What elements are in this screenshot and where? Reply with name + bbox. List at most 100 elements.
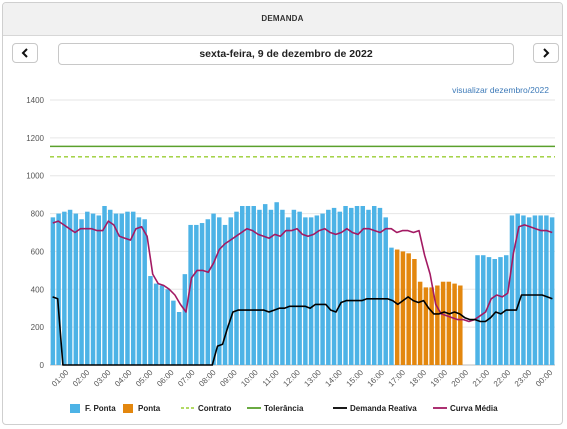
bar-fora-ponta — [90, 213, 96, 365]
bar-ponta — [446, 281, 452, 365]
bar-fora-ponta — [383, 217, 388, 365]
x-tick-label: 12:00 — [281, 368, 302, 389]
legend-label: Ponta — [138, 404, 161, 413]
y-tick-label: 1200 — [26, 134, 44, 143]
x-tick-label: 09:00 — [218, 368, 239, 389]
legend-swatch — [70, 404, 80, 413]
x-tick-label: 23:00 — [513, 368, 534, 389]
x-tick-label: 08:00 — [197, 368, 218, 389]
bar-fora-ponta — [337, 211, 343, 365]
bar-fora-ponta — [486, 257, 492, 365]
bar-ponta — [417, 281, 423, 365]
x-tick-label: 18:00 — [408, 368, 429, 389]
x-tick-label: 16:00 — [366, 368, 387, 389]
bar-fora-ponta — [274, 202, 279, 365]
bar-fora-ponta — [515, 213, 520, 365]
bar-fora-ponta — [544, 215, 549, 365]
x-tick-label: 11:00 — [261, 368, 281, 388]
bar-fora-ponta — [314, 215, 320, 365]
y-tick-label: 800 — [31, 210, 45, 219]
view-month-link[interactable]: visualizar dezembro/2022 — [452, 85, 549, 95]
x-tick-label: 00:00 — [534, 368, 555, 389]
bar-fora-ponta — [366, 209, 371, 365]
bar-fora-ponta — [251, 206, 256, 365]
bar-fora-ponta — [498, 257, 503, 365]
bar-fora-ponta — [538, 215, 543, 365]
bar-fora-ponta — [56, 213, 61, 365]
bar-ponta — [412, 259, 417, 365]
bar-fora-ponta — [549, 217, 555, 365]
x-tick-label: 13:00 — [302, 368, 323, 389]
bar-fora-ponta — [326, 209, 331, 365]
bar-fora-ponta — [509, 215, 515, 365]
next-day-button[interactable] — [533, 43, 559, 63]
bar-fora-ponta — [171, 300, 176, 365]
bar-ponta — [423, 287, 429, 365]
bar-ponta — [394, 249, 400, 365]
bar-fora-ponta — [125, 211, 130, 365]
legend-label: F. Ponta — [85, 404, 116, 413]
x-tick-label: 01:00 — [50, 368, 71, 389]
x-tick-label: 05:00 — [134, 368, 155, 389]
legend-label: Contrato — [198, 404, 231, 413]
bar-fora-ponta — [257, 209, 262, 365]
x-tick-label: 07:00 — [176, 368, 197, 389]
previous-day-button[interactable] — [12, 43, 38, 63]
bar-ponta — [440, 281, 446, 365]
bar-ponta — [429, 287, 434, 365]
bar-fora-ponta — [291, 209, 297, 365]
bar-fora-ponta — [521, 215, 526, 365]
bar-ponta — [458, 285, 463, 365]
bar-fora-ponta — [113, 213, 119, 365]
bar-fora-ponta — [73, 213, 79, 365]
bar-fora-ponta — [481, 255, 486, 365]
x-tick-label: 14:00 — [323, 368, 344, 389]
demand-panel: DEMANDA sexta-feira, 9 de dezembro de 20… — [2, 2, 563, 425]
bar-fora-ponta — [280, 209, 285, 365]
bar-fora-ponta — [153, 283, 159, 365]
bar-fora-ponta — [130, 211, 136, 365]
bar-fora-ponta — [79, 219, 84, 365]
bar-fora-ponta — [297, 211, 302, 365]
chevron-left-icon — [21, 48, 28, 58]
bar-fora-ponta — [285, 217, 291, 365]
bar-fora-ponta — [532, 215, 538, 365]
bar-fora-ponta — [199, 223, 205, 365]
bar-fora-ponta — [62, 211, 67, 365]
bar-fora-ponta — [67, 209, 73, 365]
bar-ponta — [406, 253, 411, 365]
bar-fora-ponta — [96, 215, 102, 365]
x-tick-label: 02:00 — [71, 368, 92, 389]
legend-label: Tolerância — [264, 404, 304, 413]
bar-fora-ponta — [245, 206, 251, 365]
bar-fora-ponta — [194, 224, 199, 365]
bar-fora-ponta — [165, 289, 170, 365]
bar-ponta — [400, 251, 406, 365]
panel-header: DEMANDA — [3, 3, 562, 36]
bar-fora-ponta — [349, 207, 354, 365]
bar-fora-ponta — [222, 224, 228, 365]
bar-fora-ponta — [331, 207, 337, 365]
x-tick-label: 19:00 — [429, 368, 450, 389]
bar-fora-ponta — [119, 213, 124, 365]
bar-fora-ponta — [108, 209, 113, 365]
bar-fora-ponta — [102, 206, 107, 365]
bar-fora-ponta — [142, 219, 147, 365]
x-tick-label: 04:00 — [113, 368, 134, 389]
bar-fora-ponta — [176, 312, 182, 365]
bar-fora-ponta — [85, 211, 90, 365]
bar-fora-ponta — [262, 204, 268, 365]
x-tick-label: 20:00 — [450, 368, 471, 389]
x-tick-label: 15:00 — [345, 368, 366, 389]
x-tick-label: 10:00 — [239, 368, 260, 389]
demand-chart: 0 200 400 600 800 1000 1200 1400 01:00 02:00 03:00… — [26, 96, 555, 413]
bar-fora-ponta — [217, 217, 222, 365]
bar-fora-ponta — [228, 217, 234, 365]
date-selector[interactable]: sexta-feira, 9 de dezembro de 2022 — [58, 43, 514, 65]
bar-fora-ponta — [136, 217, 142, 365]
bar-fora-ponta — [343, 206, 348, 365]
bar-fora-ponta — [148, 276, 153, 365]
bar-ponta — [452, 283, 457, 365]
x-tick-label: 21:00 — [471, 368, 492, 389]
bar-fora-ponta — [205, 219, 211, 365]
